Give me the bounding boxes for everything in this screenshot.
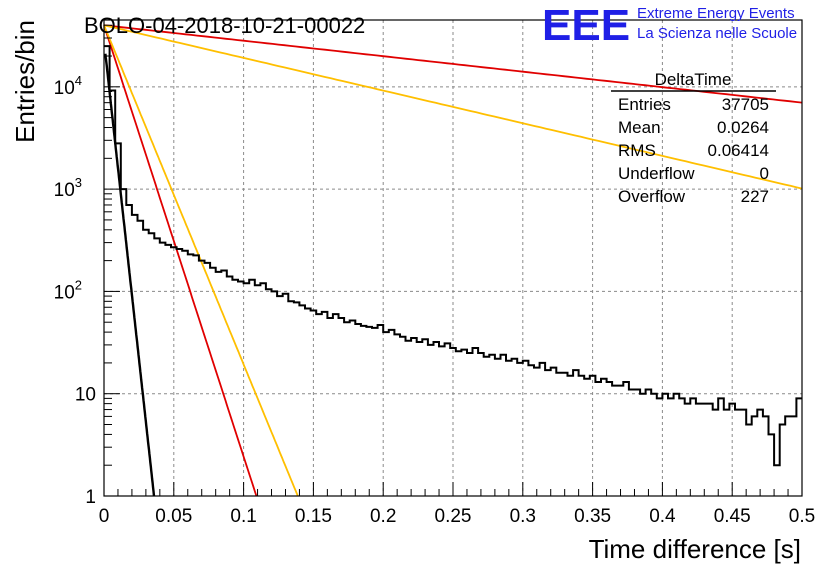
x-tick-label: 0.4 bbox=[649, 506, 676, 527]
x-tick-label: 0 bbox=[99, 506, 110, 527]
stats-label: RMS bbox=[618, 141, 656, 160]
chart-title: BOLO-04-2018-10-21-00022 bbox=[84, 13, 365, 38]
y-tick-exponent: 4 bbox=[75, 73, 82, 88]
x-tick-label: 0.2 bbox=[370, 506, 396, 527]
eee-logo: EEE Extreme Energy Events La Scienza nel… bbox=[542, 1, 797, 50]
grid bbox=[104, 20, 802, 496]
x-tick-label: 0.5 bbox=[789, 506, 815, 527]
axis-ticks bbox=[103, 24, 803, 497]
stats-value: 0.0264 bbox=[717, 118, 769, 137]
fit-curves bbox=[103, 24, 803, 497]
stats-box: DeltaTime Entries 37705 Mean 0.0264 RMS 0.064… bbox=[611, 70, 776, 206]
stats-value: 0 bbox=[760, 164, 769, 183]
y-axis-label: Entries/bin bbox=[10, 20, 40, 143]
stats-rows: Entries 37705 Mean 0.0264 RMS 0.06414 Underflo… bbox=[618, 95, 769, 206]
stats-title: DeltaTime bbox=[655, 70, 732, 89]
x-tick-label: 0.45 bbox=[714, 506, 751, 527]
fit-curve-3 bbox=[103, 24, 299, 497]
logo-letters: EEE bbox=[542, 1, 630, 50]
x-tick-label: 0.35 bbox=[574, 506, 611, 527]
y-tick-label: 1 bbox=[85, 487, 96, 508]
x-tick-label: 0.25 bbox=[435, 506, 472, 527]
y-tick-exponent: 2 bbox=[75, 277, 82, 292]
stats-value: 0.06414 bbox=[708, 141, 769, 160]
stats-value: 227 bbox=[741, 187, 769, 206]
histogram-steps bbox=[104, 45, 802, 467]
x-tick-label: 0.1 bbox=[230, 506, 256, 527]
y-tick-label: 103 bbox=[54, 175, 82, 201]
logo-line-2: La Scienza nelle Scuole bbox=[637, 25, 797, 42]
x-tick-labels: 0 0.05 0.1 0.15 0.2 0.25 0.3 0.35 0.4 0.45 0.5 bbox=[99, 506, 816, 527]
x-tick-label: 0.15 bbox=[295, 506, 332, 527]
histogram bbox=[104, 45, 802, 467]
x-axis-label: Time difference [s] bbox=[589, 534, 801, 564]
stats-value: 37705 bbox=[722, 95, 769, 114]
stats-label: Overflow bbox=[618, 187, 686, 206]
stats-label: Underflow bbox=[618, 164, 695, 183]
fit-curve-5 bbox=[103, 24, 803, 190]
stats-label: Mean bbox=[618, 118, 661, 137]
stats-label: Entries bbox=[618, 95, 671, 114]
fit-curve-1 bbox=[104, 53, 156, 497]
y-tick-exponent: 3 bbox=[75, 175, 82, 190]
fit-curve-2 bbox=[103, 24, 258, 497]
x-tick-label: 0.05 bbox=[155, 506, 192, 527]
logo-line-1: Extreme Energy Events bbox=[637, 5, 795, 22]
x-tick-label: 0.3 bbox=[510, 506, 536, 527]
y-tick-label: 10 bbox=[75, 385, 96, 406]
fit-curve-4 bbox=[103, 24, 803, 104]
